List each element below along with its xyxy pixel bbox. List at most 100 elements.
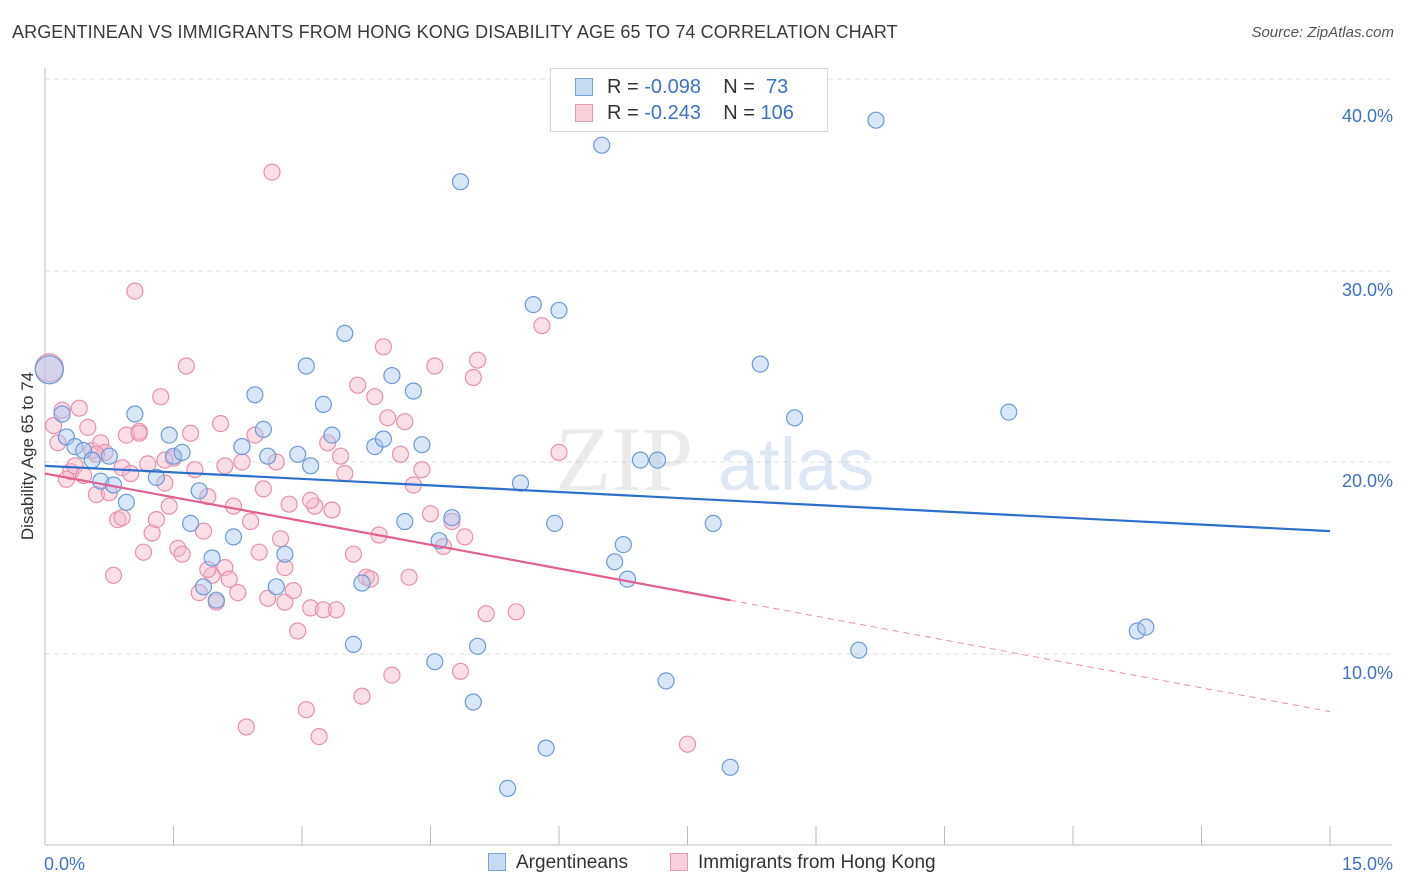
point-hong-kong (413, 461, 431, 479)
trend-line-argentineans (44, 464, 1331, 533)
point-argentinean (464, 693, 482, 711)
point-hong-kong (259, 589, 277, 607)
point-hong-kong (678, 735, 697, 753)
point-hong-kong (152, 388, 170, 406)
point-hong-kong (366, 388, 384, 406)
point-argentinean (751, 355, 769, 373)
legend-r-label: R = (607, 76, 645, 98)
point-argentinean (224, 528, 243, 546)
point-hong-kong (469, 351, 487, 369)
y-tick-label: 20.0% (1342, 471, 1393, 491)
point-argentinean (160, 426, 178, 444)
point-argentinean (323, 426, 341, 444)
point-hong-kong (349, 376, 367, 394)
point-argentinean (314, 395, 332, 413)
point-argentinean (383, 367, 401, 385)
point-hong-kong (113, 459, 131, 477)
point-hong-kong (44, 416, 63, 435)
point-hong-kong (400, 568, 418, 586)
point-hong-kong (147, 510, 165, 529)
point-hong-kong (126, 282, 144, 300)
point-hong-kong (284, 581, 302, 600)
point-argentinean (721, 758, 739, 776)
point-hong-kong (233, 453, 251, 471)
point-hong-kong (383, 666, 401, 684)
point-argentinean (550, 301, 568, 319)
point-hong-kong (550, 443, 568, 461)
point-argentinean (66, 438, 84, 456)
trend-line-hong-kong (44, 472, 731, 602)
legend-swatch-blue (575, 78, 593, 96)
axes (44, 68, 1392, 846)
point-hong-kong (276, 558, 294, 577)
point-hong-kong (212, 415, 230, 433)
point-hong-kong (87, 486, 106, 504)
point-hong-kong (353, 687, 371, 705)
point-hong-kong (104, 566, 123, 584)
point-hong-kong (182, 424, 200, 442)
point-hong-kong (134, 543, 153, 561)
point-hong-kong (130, 424, 148, 442)
trend-line-hong-kong-extrapolated (730, 599, 1331, 713)
bottom-legend-argentineans[interactable]: Argentineans (488, 852, 628, 874)
point-argentinean (593, 136, 611, 154)
point-hong-kong (332, 447, 350, 465)
point-argentinean (194, 578, 213, 596)
point-argentinean (850, 641, 868, 659)
gridlines (45, 78, 1392, 655)
point-argentinean (443, 509, 461, 527)
point-argentinean (336, 324, 354, 342)
legend-n-value: 73 (760, 76, 789, 98)
point-hong-kong (66, 457, 84, 475)
point-argentinean (396, 512, 414, 531)
point-argentinean (254, 420, 272, 438)
point-argentinean (53, 405, 71, 423)
point-argentinean (173, 443, 191, 461)
bottom-legend-swatch-pink (670, 853, 688, 871)
point-argentinean (606, 553, 624, 571)
point-hong-kong (336, 464, 354, 483)
bottom-legend-hong-kong[interactable]: Immigrants from Hong Kong (670, 852, 936, 874)
point-hong-kong (267, 453, 285, 471)
point-hong-kong (156, 451, 174, 469)
point-hong-kong (314, 601, 332, 619)
legend-r-value: -0.098 (644, 76, 701, 98)
point-hong-kong (361, 570, 380, 588)
watermark-atlas: atlas (718, 423, 874, 506)
point-argentinean (207, 591, 225, 609)
point-hong-kong (177, 357, 195, 375)
point-hong-kong (49, 434, 67, 452)
point-hong-kong (507, 603, 525, 621)
legend-text: R = -0.098 N = 73 (607, 76, 788, 99)
point-hong-kong (117, 426, 136, 444)
series-argentineans-points (34, 94, 1155, 798)
point-argentinean (190, 482, 208, 500)
legend-text: R = -0.243 N = 106 (607, 102, 794, 125)
point-argentinean (426, 653, 444, 671)
point-argentinean (537, 739, 555, 757)
point-argentinean (1137, 618, 1155, 636)
chart-title: ARGENTINEAN VS IMMIGRANTS FROM HONG KONG… (12, 22, 898, 42)
point-argentinean (524, 296, 542, 314)
point-argentinean (1128, 622, 1146, 640)
point-argentinean (353, 574, 371, 592)
point-hong-kong (302, 599, 320, 617)
point-argentinean (164, 447, 183, 465)
point-argentinean (117, 493, 136, 511)
bottom-legend-label: Argentineans (516, 852, 628, 873)
trend-lines (44, 464, 1331, 713)
point-hong-kong (220, 570, 238, 588)
point-hong-kong (302, 491, 320, 509)
point-hong-kong (456, 528, 474, 546)
point-argentinean (34, 355, 64, 385)
point-hong-kong (396, 413, 414, 431)
legend-r-value: -0.243 (644, 102, 701, 124)
point-hong-kong (464, 368, 482, 387)
point-hong-kong (143, 524, 161, 542)
point-argentinean (499, 779, 517, 798)
point-hong-kong (533, 317, 551, 335)
point-hong-kong (477, 605, 495, 623)
point-argentinean (614, 535, 632, 554)
point-hong-kong (113, 509, 131, 527)
point-argentinean (704, 514, 722, 533)
